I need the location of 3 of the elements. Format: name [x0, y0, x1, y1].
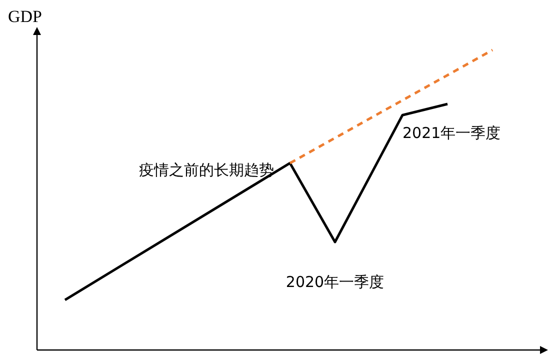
- annotation: 2020年一季度: [286, 273, 384, 291]
- annotation: 2021年一季度: [402, 124, 501, 142]
- y-axis-title: GDP: [8, 7, 42, 26]
